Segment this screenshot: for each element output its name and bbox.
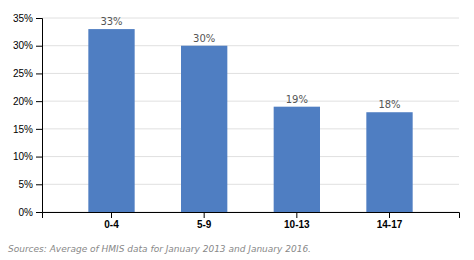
bar — [88, 29, 134, 212]
data-label: 30% — [193, 33, 215, 44]
tick-label: 30% — [13, 40, 33, 51]
data-labels: 33% 30% 19% 18% — [100, 16, 400, 110]
tick-label: 14-17 — [377, 219, 403, 230]
tick-mark — [36, 73, 42, 74]
tick-label: 5-9 — [197, 219, 212, 230]
y-axis: 0% 5% 10% 15% 20% 25% 30% 35% — [13, 13, 43, 218]
tick-label: 0-4 — [104, 219, 119, 230]
bar — [366, 112, 412, 212]
plot: 0% 5% 10% 15% 20% 25% 30% 35% 0-4 5-9 10-13 14-17 33… — [13, 13, 460, 230]
tick-label: 35% — [13, 13, 33, 24]
tick-mark — [204, 212, 205, 218]
bars — [88, 29, 412, 212]
x-tick: 14-17 — [377, 212, 403, 230]
tick-mark — [36, 212, 42, 213]
tick-mark — [111, 212, 112, 218]
x-tick: 5-9 — [197, 212, 212, 230]
bar — [181, 46, 227, 212]
axis-line — [36, 19, 43, 213]
annotation: Sources: Average of HMIS data for Januar… — [8, 244, 311, 254]
tick-label: 10-13 — [284, 219, 310, 230]
y-tick: 15% — [13, 124, 42, 135]
x-tick: 10-13 — [284, 212, 310, 230]
axis-line — [43, 213, 460, 219]
tick-label: 20% — [13, 96, 33, 107]
y-tick: 10% — [13, 151, 42, 162]
tick-label: 15% — [13, 124, 33, 135]
tick-label: 25% — [13, 68, 33, 79]
tick-mark — [389, 212, 390, 218]
y-tick: 25% — [13, 68, 42, 79]
tick-mark — [36, 101, 42, 102]
x-axis: 0-4 5-9 10-13 14-17 — [43, 212, 460, 230]
y-tick: 30% — [13, 40, 42, 51]
tick-mark — [36, 184, 42, 185]
grid — [42, 18, 459, 212]
x-tick: 0-4 — [104, 212, 119, 230]
tick-label: 5% — [19, 179, 34, 190]
data-label: 19% — [286, 94, 308, 105]
tick-label: 0% — [19, 207, 34, 218]
data-label: 18% — [378, 99, 400, 110]
y-tick: 20% — [13, 96, 42, 107]
tick-mark — [296, 212, 297, 218]
tick-mark — [36, 46, 42, 47]
y-tick: 35% — [13, 13, 42, 24]
y-tick: 5% — [19, 179, 42, 190]
tick-label: 10% — [13, 151, 33, 162]
tick-mark — [36, 129, 42, 130]
tick-mark — [36, 18, 42, 19]
bar — [274, 107, 320, 212]
tick-mark — [36, 157, 42, 158]
chart: 0% 5% 10% 15% 20% 25% 30% 35% 0-4 5-9 10-13 14-17 33… — [0, 0, 474, 260]
y-tick: 0% — [19, 207, 42, 218]
data-label: 33% — [100, 16, 122, 27]
